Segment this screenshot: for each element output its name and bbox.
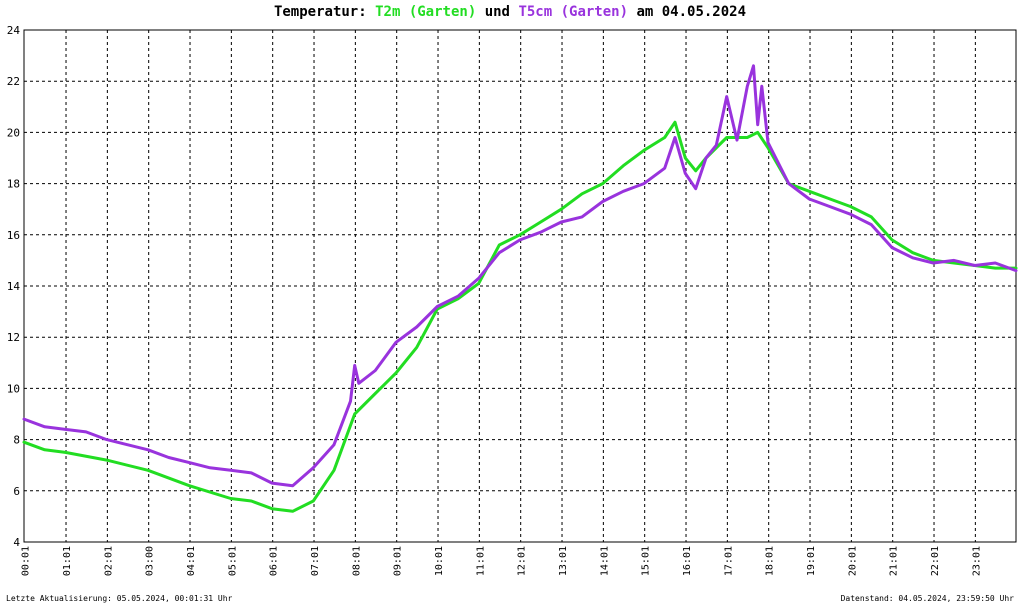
title-join: und <box>484 4 510 20</box>
x-tick-label: 05:01 <box>227 546 238 576</box>
title-date: am 04.05.2024 <box>636 4 747 20</box>
x-tick-label: 11:01 <box>475 546 486 576</box>
x-tick-label: 17:01 <box>723 546 734 576</box>
x-tick-label: 07:01 <box>310 546 321 576</box>
footer-last-update: Letzte Aktualisierung: 05.05.2024, 00:01… <box>6 594 233 603</box>
y-tick-label: 24 <box>7 24 21 37</box>
x-tick-label: 06:01 <box>269 546 280 576</box>
x-tick-label: 23:01 <box>971 546 982 576</box>
y-tick-label: 22 <box>7 75 20 88</box>
x-tick-label: 00:01 <box>21 546 32 576</box>
x-tick-label: 18:01 <box>765 546 776 576</box>
x-tick-label: 19:01 <box>806 546 817 576</box>
x-tick-label: 21:01 <box>889 546 900 576</box>
title-series-t5cm: T5cm (Garten) <box>518 4 629 20</box>
x-tick-label: 12:01 <box>517 546 528 576</box>
title-series-t2m: T2m (Garten) <box>375 4 477 20</box>
y-tick-label: 16 <box>7 229 20 242</box>
y-tick-label: 10 <box>7 382 20 395</box>
x-tick-label: 10:01 <box>434 546 445 576</box>
x-axis: 00:01 01:01 02:01 03:00 04:01 05:01 06:01 07:01… <box>21 546 983 576</box>
y-tick-label: 4 <box>13 536 20 549</box>
series-line-t2m <box>22 120 1018 513</box>
y-tick-label: 18 <box>7 178 20 191</box>
plot-border <box>23 29 1017 543</box>
y-axis: 4 6 8 10 12 14 16 18 20 22 24 <box>7 24 21 549</box>
plot-area-frame <box>23 29 1017 543</box>
grid <box>24 30 1016 542</box>
x-tick-label: 04:01 <box>186 546 197 576</box>
y-tick-label: 6 <box>13 485 20 498</box>
y-tick-label: 14 <box>7 280 21 293</box>
chart-title: Temperatur: T2m (Garten) und T5cm (Garte… <box>0 4 1020 20</box>
series-lines <box>22 64 1018 513</box>
x-tick-label: 09:01 <box>393 546 404 576</box>
x-tick-label: 20:01 <box>847 546 858 576</box>
title-prefix: Temperatur: <box>273 4 367 20</box>
x-tick-label: 08:01 <box>351 546 362 576</box>
x-tick-label: 13:01 <box>558 546 569 576</box>
y-tick-label: 12 <box>7 331 20 344</box>
x-tick-label: 15:01 <box>641 546 652 576</box>
x-tick-label: 01:01 <box>62 546 73 576</box>
x-tick-label: 14:01 <box>599 546 610 576</box>
x-tick-label: 03:00 <box>145 546 156 576</box>
x-tick-label: 02:01 <box>103 546 114 576</box>
series-line-t5cm <box>22 64 1018 488</box>
x-tick-label: 22:01 <box>930 546 941 576</box>
y-tick-label: 8 <box>13 434 20 447</box>
footer-data-status: Datenstand: 04.05.2024, 23:59:50 Uhr <box>840 594 1014 603</box>
y-tick-label: 20 <box>7 126 20 139</box>
x-tick-label: 16:01 <box>682 546 693 576</box>
